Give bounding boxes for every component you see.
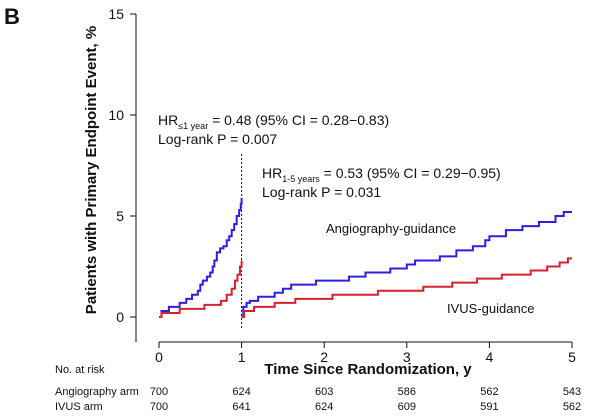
risk-value: 562 xyxy=(480,386,498,398)
risk-table-header: No. at risk xyxy=(55,364,105,376)
hr2-subscript: 1-5 years xyxy=(282,174,320,184)
hr2-value: = 0.53 (95% CI = 0.29−0.95) xyxy=(320,165,501,181)
y-tick-label: 5 xyxy=(116,208,124,224)
risk-value: 624 xyxy=(315,401,333,413)
y-ticks: 0 5 10 15 xyxy=(108,6,136,325)
axes: 0 5 10 15 0 1 2 3 4 5 xyxy=(108,6,576,365)
hr2-annotation: HR1-5 years = 0.53 (95% CI = 0.29−0.95) … xyxy=(262,165,501,200)
risk-value: 603 xyxy=(315,386,333,398)
svg-text:HR≤1 year = 0.48 (95% CI = 0.2: HR≤1 year = 0.48 (95% CI = 0.28−0.83) xyxy=(158,112,389,131)
x-tick-label: 0 xyxy=(155,349,163,365)
risk-value: 609 xyxy=(398,401,416,413)
panel-label: B xyxy=(4,4,20,29)
y-tick-label: 10 xyxy=(108,107,124,123)
hr2-label: HR xyxy=(262,165,282,181)
series-group xyxy=(159,197,572,318)
x-tick-label: 5 xyxy=(568,349,576,365)
x-tick-label: 4 xyxy=(486,349,494,365)
risk-row-label: IVUS arm xyxy=(55,401,103,413)
risk-row-label: Angiography arm xyxy=(55,386,139,398)
hr1-label: HR xyxy=(158,112,178,128)
angiography-curve xyxy=(241,210,572,318)
risk-value: 591 xyxy=(480,401,498,413)
hr1-subscript: ≤1 year xyxy=(178,121,208,131)
angiography-curve xyxy=(159,197,243,318)
risk-value: 641 xyxy=(232,401,250,413)
risk-value: 562 xyxy=(563,401,581,413)
ivus-series-label: IVUS-guidance xyxy=(447,301,534,316)
risk-value: 700 xyxy=(150,386,168,398)
p2-text: Log-rank P = 0.031 xyxy=(262,184,381,200)
x-tick-label: 2 xyxy=(320,349,328,365)
ivus-curve xyxy=(159,260,243,318)
risk-table-rows: Angiography arm 700 624 603 586 562 543 IVUS ar… xyxy=(55,386,581,413)
x-tick-label: 1 xyxy=(238,349,246,365)
y-tick-label: 15 xyxy=(108,6,124,22)
risk-value: 586 xyxy=(398,386,416,398)
angiography-series-label: Angiography-guidance xyxy=(326,221,456,236)
x-tick-label: 3 xyxy=(403,349,411,365)
risk-value: 543 xyxy=(563,386,581,398)
x-ticks: 0 1 2 3 4 5 xyxy=(155,342,576,365)
y-axis-label: Patients with Primary Endpoint Event, % xyxy=(83,26,100,314)
x-axis-label: Time Since Randomization, y xyxy=(264,361,472,378)
hr1-value: = 0.48 (95% CI = 0.28−0.83) xyxy=(208,112,389,128)
svg-text:HR1-5 years = 0.53 (95% CI = 0: HR1-5 years = 0.53 (95% CI = 0.29−0.95) xyxy=(262,165,501,184)
risk-value: 700 xyxy=(150,401,168,413)
ivus-curve xyxy=(241,257,572,318)
risk-table: No. at risk Angiography arm 700 624 603 586 5… xyxy=(55,364,581,413)
p1-text: Log-rank P = 0.007 xyxy=(158,131,277,147)
risk-value: 624 xyxy=(232,386,250,398)
hr1-annotation: HR≤1 year = 0.48 (95% CI = 0.28−0.83) Lo… xyxy=(158,112,389,147)
y-tick-label: 0 xyxy=(116,309,124,325)
